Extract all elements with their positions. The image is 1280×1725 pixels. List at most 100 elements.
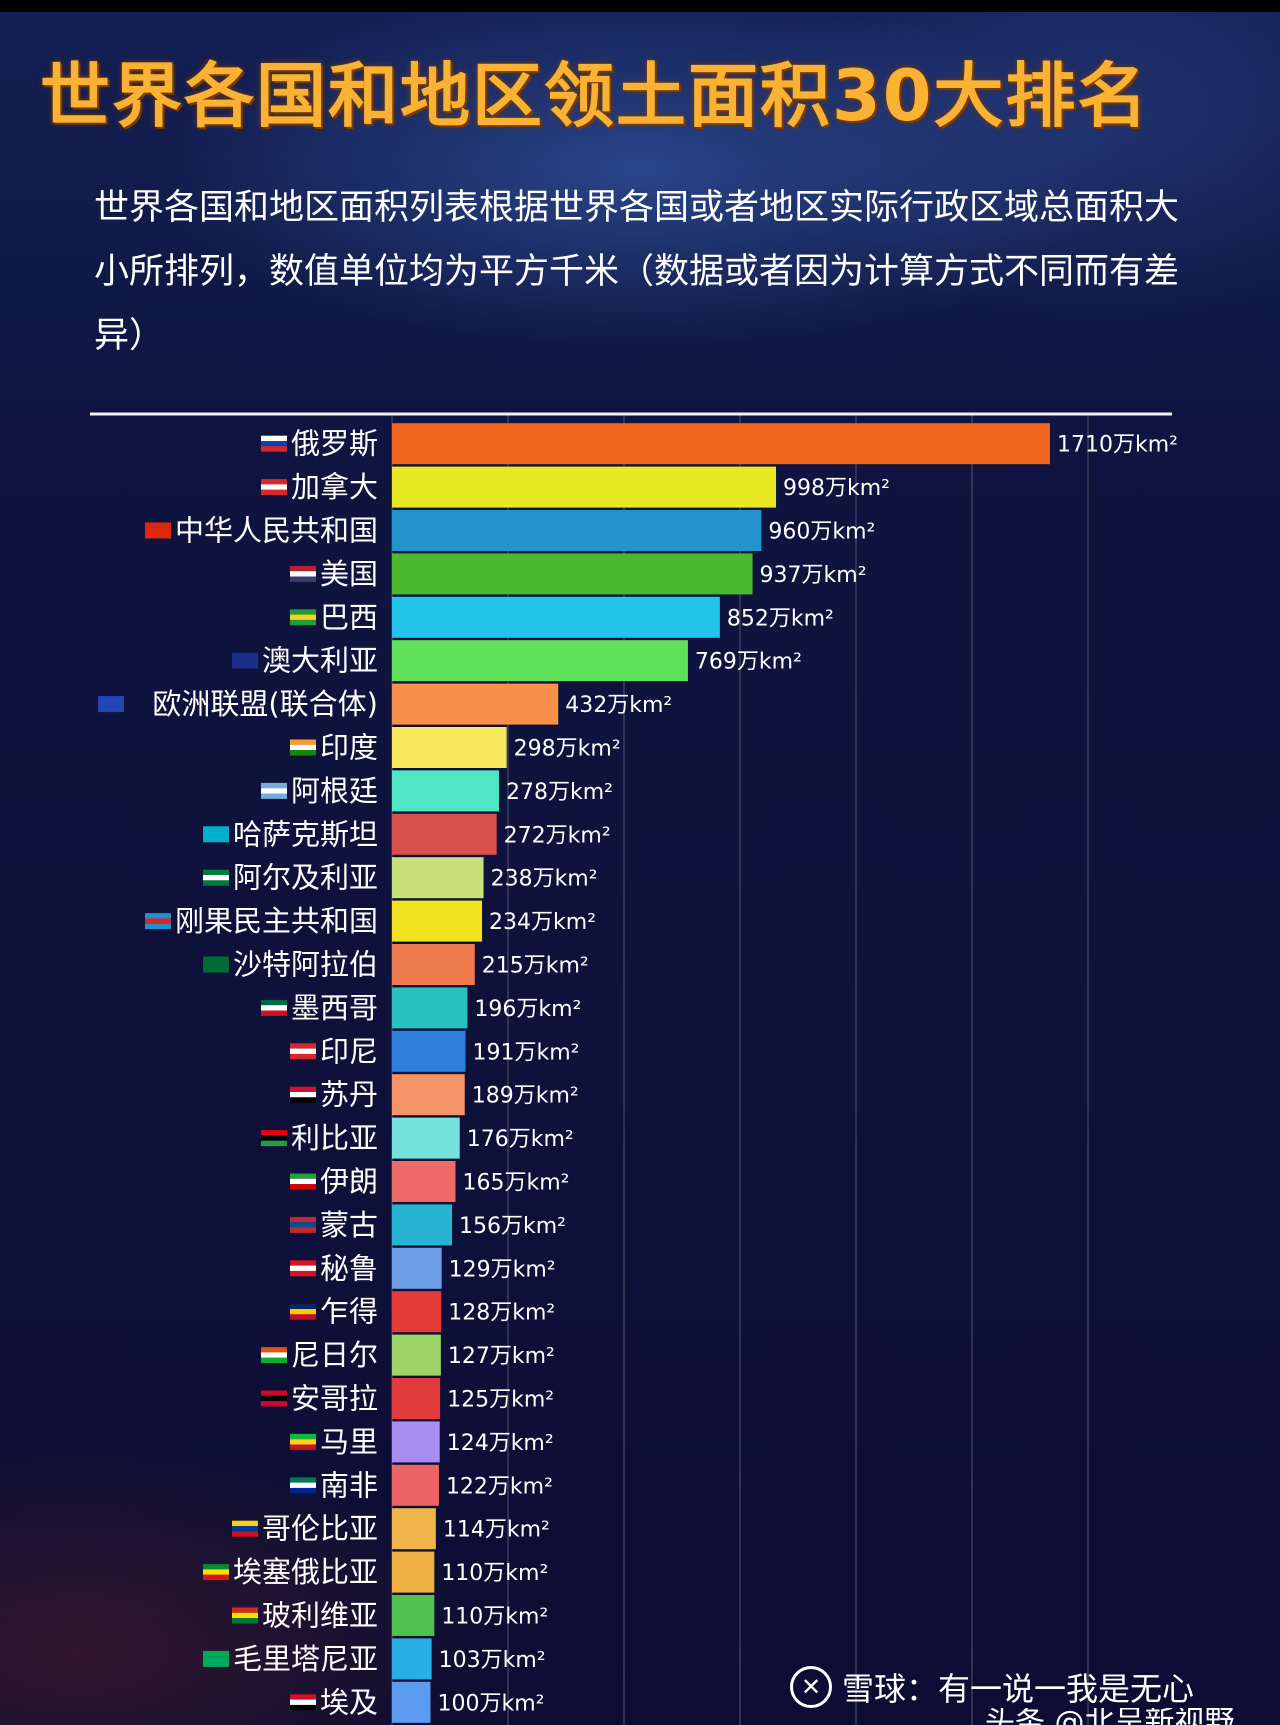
flag-stripe bbox=[232, 1612, 258, 1619]
bar bbox=[392, 987, 468, 1029]
flag-stripe bbox=[261, 435, 287, 442]
bar bbox=[392, 596, 720, 638]
category-label: 印度 bbox=[320, 731, 378, 765]
value-label: 114万km² bbox=[443, 1518, 550, 1543]
category-label: 墨西哥 bbox=[291, 991, 378, 1025]
flag-icon bbox=[290, 1694, 316, 1711]
bar bbox=[392, 1030, 466, 1072]
flag-stripe bbox=[203, 956, 229, 962]
flag-icon bbox=[290, 739, 316, 756]
flag-stripe bbox=[203, 880, 229, 886]
bar bbox=[392, 1595, 435, 1636]
flag-stripe bbox=[290, 619, 316, 626]
flag-stripe bbox=[290, 565, 316, 572]
value-label: 852万km² bbox=[727, 606, 834, 631]
flag-stripe bbox=[261, 1140, 287, 1147]
flag-stripe bbox=[290, 1097, 316, 1103]
flag-icon bbox=[290, 1260, 316, 1277]
flag-stripe bbox=[145, 527, 171, 534]
flag-stripe bbox=[261, 1347, 287, 1353]
flag-stripe bbox=[290, 1053, 316, 1060]
flag-stripe bbox=[290, 1309, 316, 1315]
flag-stripe bbox=[261, 793, 287, 799]
flag-icon bbox=[203, 1650, 229, 1667]
flag-stripe bbox=[261, 1395, 287, 1402]
flag-stripe bbox=[232, 652, 258, 659]
flag-icon bbox=[290, 565, 316, 582]
flag-stripe bbox=[261, 441, 287, 447]
flag-stripe bbox=[203, 831, 229, 837]
flag-stripe bbox=[232, 1526, 258, 1532]
bar bbox=[392, 1074, 465, 1116]
flag-stripe bbox=[290, 609, 316, 615]
watermark: ✕ 雪球：有一说一我是无心 bbox=[790, 1662, 1250, 1712]
category-label: 利比亚 bbox=[291, 1121, 378, 1155]
flag-stripe bbox=[290, 1265, 316, 1271]
bar bbox=[392, 1508, 436, 1550]
value-label: 103万km² bbox=[439, 1648, 546, 1673]
value-label: 769万km² bbox=[695, 650, 802, 675]
watermark-partial-text: 头条 @北呈新视野 bbox=[985, 1708, 1235, 1725]
flag-stripe bbox=[290, 1433, 316, 1440]
flag-stripe bbox=[232, 658, 258, 664]
flag-stripe bbox=[261, 1352, 287, 1358]
flag-icon bbox=[290, 1216, 316, 1233]
category-label: 中华人民共和国 bbox=[175, 514, 378, 548]
flag-stripe bbox=[203, 869, 229, 876]
category-label: 苏丹 bbox=[320, 1078, 378, 1112]
watermark-partial: 头条 @北呈新视野 bbox=[985, 1708, 1265, 1725]
flag-stripe bbox=[290, 1092, 316, 1098]
flag-stripe bbox=[290, 1184, 316, 1190]
value-label: 937万km² bbox=[760, 563, 867, 588]
value-label: 156万km² bbox=[459, 1214, 566, 1239]
flag-stripe bbox=[290, 1699, 316, 1705]
value-label: 189万km² bbox=[472, 1084, 579, 1109]
flag-stripe bbox=[290, 1048, 316, 1054]
flag-stripe bbox=[290, 750, 316, 756]
snowball-logo-icon: ✕ bbox=[790, 1666, 832, 1708]
bar bbox=[392, 553, 753, 595]
bar bbox=[392, 423, 1050, 465]
bar bbox=[392, 944, 475, 985]
flag-stripe bbox=[290, 1216, 316, 1223]
flag-stripe bbox=[290, 1444, 316, 1450]
flag-stripe bbox=[203, 836, 229, 843]
flag-icon bbox=[232, 1520, 258, 1537]
bar bbox=[392, 1117, 460, 1159]
value-label: 100万km² bbox=[437, 1691, 544, 1716]
flag-stripe bbox=[290, 739, 316, 745]
flag-stripe bbox=[203, 826, 229, 832]
flag-stripe bbox=[145, 923, 171, 930]
flag-stripe bbox=[203, 1564, 229, 1570]
bar bbox=[392, 857, 484, 899]
value-label: 298万km² bbox=[514, 737, 621, 762]
flag-stripe bbox=[261, 1401, 287, 1407]
top-bar bbox=[0, 0, 1280, 12]
flag-stripe bbox=[290, 571, 316, 577]
flag-stripe bbox=[261, 1135, 287, 1141]
flag-stripe bbox=[290, 1694, 316, 1700]
flag-stripe bbox=[98, 701, 124, 707]
flag-icon bbox=[261, 999, 287, 1016]
value-label: 124万km² bbox=[447, 1431, 554, 1456]
flag-icon bbox=[145, 522, 171, 539]
flag-stripe bbox=[232, 1618, 258, 1624]
flag-stripe bbox=[290, 1178, 316, 1185]
flag-stripe bbox=[290, 1043, 316, 1049]
flag-stripe bbox=[290, 1704, 316, 1711]
value-label: 278万km² bbox=[506, 780, 613, 805]
flag-icon bbox=[290, 1477, 316, 1494]
flag-icon bbox=[203, 1564, 229, 1581]
bar bbox=[392, 1291, 442, 1333]
value-label: 165万km² bbox=[462, 1171, 569, 1196]
chart-title: 世界各国和地区领土面积30大排名 bbox=[40, 55, 1150, 137]
value-label: 129万km² bbox=[449, 1257, 556, 1282]
value-label: 191万km² bbox=[472, 1040, 579, 1065]
flag-stripe bbox=[290, 1260, 316, 1266]
category-label: 玻利维亚 bbox=[262, 1599, 378, 1633]
category-label: 伊朗 bbox=[320, 1165, 378, 1199]
category-label: 蒙古 bbox=[320, 1208, 378, 1242]
bar bbox=[392, 1421, 440, 1463]
bar bbox=[392, 1681, 431, 1723]
